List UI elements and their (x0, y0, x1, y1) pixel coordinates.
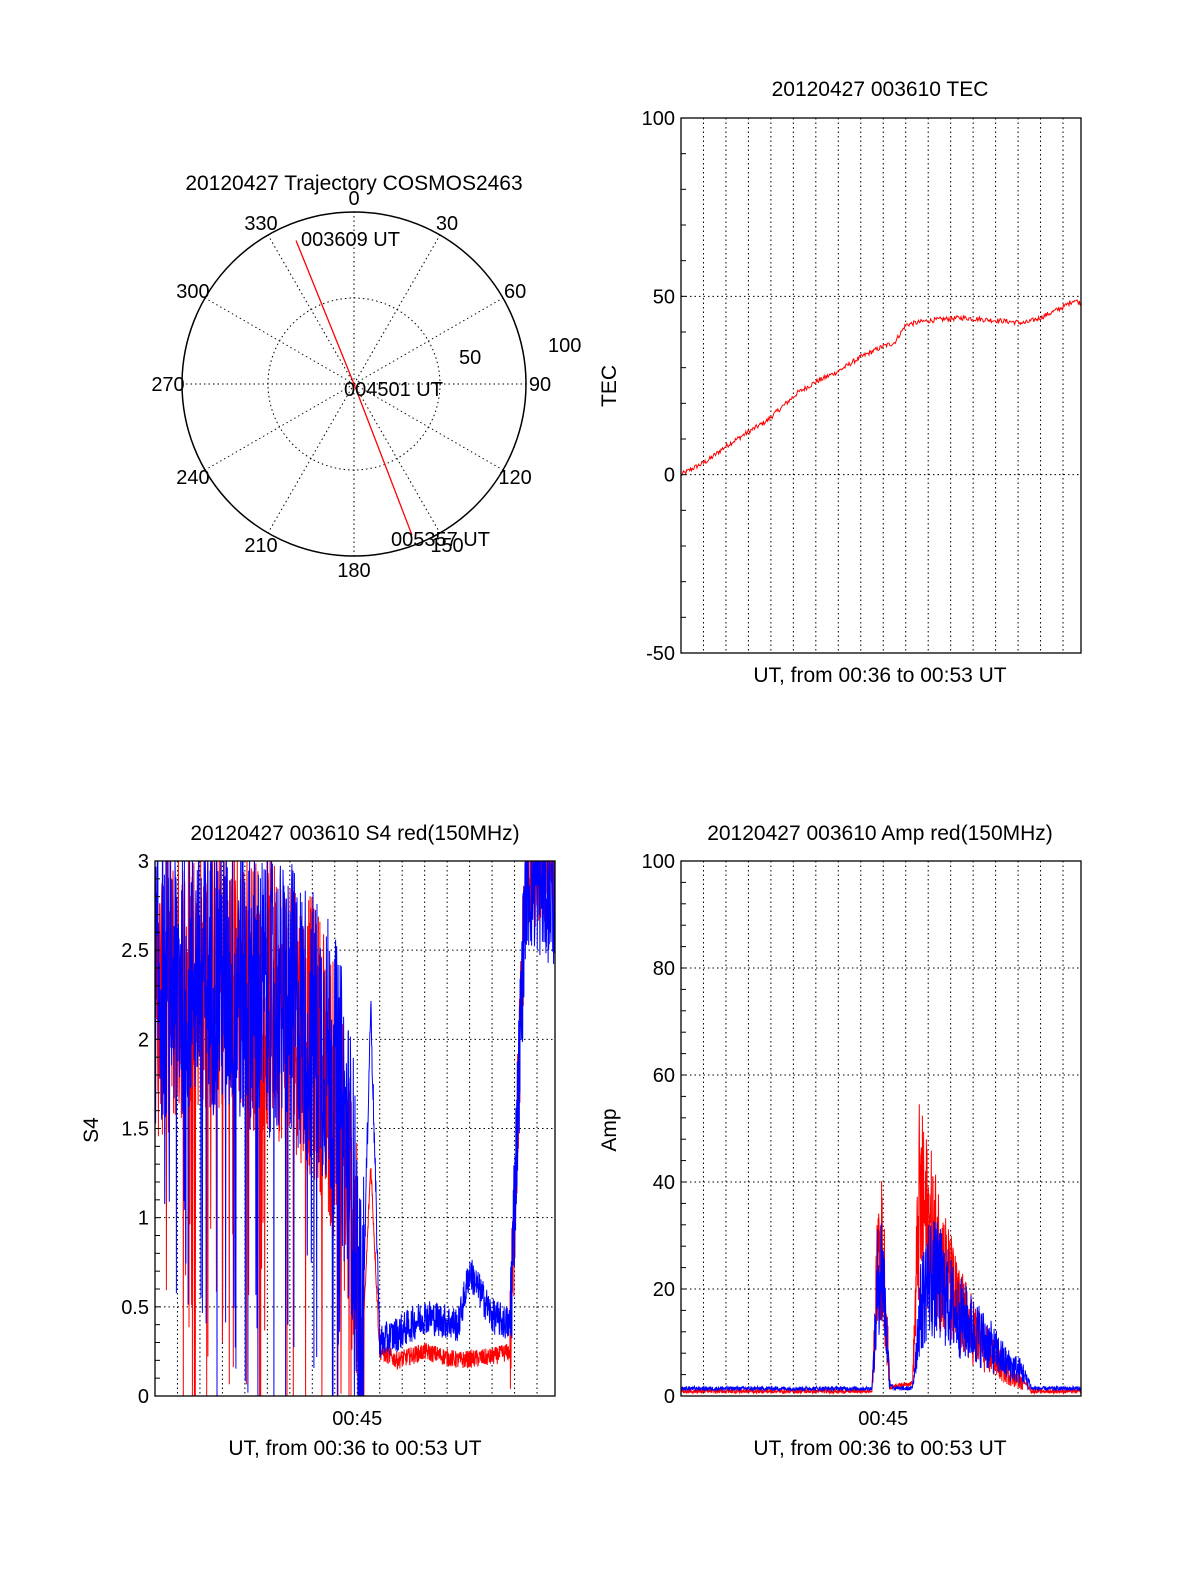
s4-ytick-label: 0.5 (121, 1297, 149, 1319)
tec-series-group (680, 299, 1082, 477)
tec-panel: 20120427 003610 TEC -50 0 50 100 TEC UT, fr… (598, 78, 1082, 687)
polar-spoke (353, 383, 441, 534)
amp-y-ticks: 0 20 40 60 80 100 (642, 851, 686, 1408)
s4-y-ticks: 0 0.5 1 1.5 2 2.5 3 (121, 851, 160, 1408)
tec-xlabel: UT, from 00:36 to 00:53 UT (753, 664, 1006, 687)
amp-ytick-label: 0 (664, 1386, 675, 1408)
trajectory-end-label: 005357 UT (391, 529, 490, 551)
trajectory-panel: 20120427 Trajectory COSMOS2463 0 30 60 90 12… (151, 172, 581, 582)
tec-y-ticks: -50 0 50 100 (642, 108, 686, 665)
amp-ytick-label: 80 (653, 958, 675, 980)
s4-ytick-label: 2 (138, 1029, 149, 1051)
amp-ytick-label: 100 (642, 851, 675, 873)
amp-frame (680, 860, 1082, 1397)
polar-spoke (353, 383, 504, 471)
s4-ytick-label: 0 (138, 1386, 149, 1408)
amp-xlabel: UT, from 00:36 to 00:53 UT (753, 1437, 1006, 1460)
polar-spoke (204, 297, 355, 385)
amp-series-line (680, 1104, 1082, 1396)
s4-ytick-label: 2.5 (121, 940, 149, 962)
s4-ytick-label: 1.5 (121, 1119, 149, 1141)
polar-spoke (353, 297, 504, 385)
polar-spoke (204, 383, 355, 471)
azimuth-label: 270 (151, 374, 184, 396)
azimuth-label: 180 (337, 560, 370, 582)
tec-ytick-label: 0 (664, 465, 675, 487)
amp-title: 20120427 003610 Amp red(150MHz) (707, 822, 1053, 845)
s4-xlabel: UT, from 00:36 to 00:53 UT (228, 1437, 481, 1460)
trajectory-mid-label: 004501 UT (344, 379, 443, 401)
polar-azimuth-labels: 0 30 60 90 120 150 180 210 240 270 300 330 (151, 188, 551, 582)
s4-series-group (154, 860, 556, 1397)
s4-title: 20120427 003610 S4 red(150MHz) (190, 822, 519, 845)
azimuth-label: 210 (244, 535, 277, 557)
polar-grid (181, 211, 527, 557)
amp-series-group (680, 1104, 1082, 1396)
amp-series-line (680, 1220, 1082, 1393)
polar-spoke (353, 234, 441, 385)
radial-label-100: 100 (548, 335, 581, 357)
amp-panel: 20120427 003610 Amp red(150MHz) 0 20 40 60 8… (598, 822, 1082, 1460)
azimuth-label: 330 (244, 213, 277, 235)
azimuth-label: 60 (504, 281, 526, 303)
azimuth-label: 90 (529, 374, 551, 396)
tec-grid (681, 118, 1081, 653)
tec-ytick-label: 50 (653, 286, 675, 308)
amp-ylabel: Amp (598, 1108, 621, 1151)
azimuth-label: 30 (436, 213, 458, 235)
azimuth-label: 120 (498, 467, 531, 489)
trajectory-start-label: 003609 UT (301, 229, 400, 251)
s4-x-ticks: 00:45 (332, 1408, 382, 1430)
s4-xtick-label: 00:45 (332, 1408, 382, 1430)
tec-series-line (680, 299, 1082, 477)
tec-ytick-label: -50 (646, 643, 675, 665)
amp-ytick-label: 40 (653, 1172, 675, 1194)
trajectory-title: 20120427 Trajectory COSMOS2463 (185, 172, 522, 195)
s4-ytick-label: 3 (138, 851, 149, 873)
s4-series-line (154, 860, 556, 1397)
azimuth-label: 240 (176, 467, 209, 489)
amp-x-ticks: 00:45 (858, 1408, 908, 1430)
s4-panel: 20120427 003610 S4 red(150MHz) 0 0.5 1 1.5 2… (80, 822, 556, 1460)
polar-spoke (267, 383, 355, 534)
polar-spoke (267, 234, 355, 385)
trajectory-line (295, 240, 413, 536)
amp-xtick-label: 00:45 (858, 1408, 908, 1430)
amp-ytick-label: 20 (653, 1279, 675, 1301)
tec-frame (680, 117, 1082, 654)
tec-title: 20120427 003610 TEC (772, 78, 989, 101)
azimuth-label: 300 (176, 281, 209, 303)
s4-ytick-label: 1 (138, 1208, 149, 1230)
radial-label-50: 50 (459, 347, 481, 369)
tec-ytick-label: 100 (642, 108, 675, 130)
tec-ylabel: TEC (598, 365, 621, 407)
s4-ylabel: S4 (80, 1117, 103, 1143)
polar-trajectory (295, 240, 413, 536)
azimuth-label: 0 (348, 188, 359, 210)
azimuth-label: 150 (430, 535, 463, 557)
amp-ytick-label: 60 (653, 1065, 675, 1087)
